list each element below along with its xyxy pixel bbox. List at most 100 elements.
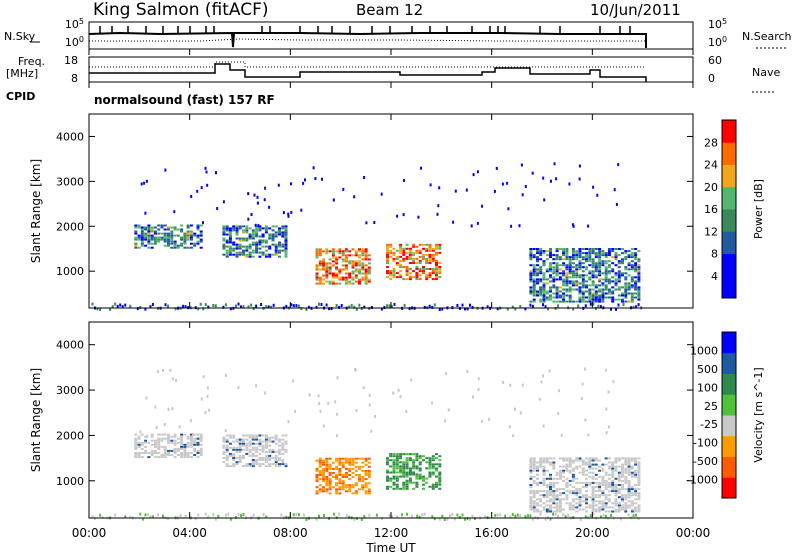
echo-cell: [348, 250, 352, 253]
echo-cell: [338, 278, 342, 281]
colorbar-segment: [722, 275, 736, 299]
echo-cell: [167, 244, 170, 247]
echo-cell: [167, 232, 170, 235]
echo-cell: [338, 276, 342, 279]
echo-cell: [532, 490, 536, 493]
echo-point: [470, 224, 473, 228]
echo-cell: [173, 242, 177, 245]
echo-cell: [284, 229, 288, 232]
echo-cell: [402, 453, 406, 456]
echo-cell: [581, 481, 585, 484]
echo-cell: [199, 447, 203, 450]
echo-cell: [607, 288, 611, 291]
colorbar-tick-label: 12: [704, 225, 718, 238]
ground-scatter-cell: [466, 517, 469, 521]
echo-cell: [601, 494, 605, 497]
echo-cell: [268, 457, 272, 459]
echo-cell: [173, 441, 177, 444]
echo-cell: [542, 457, 546, 460]
echo-cell: [601, 500, 605, 503]
ground-scatter-cell: [129, 515, 132, 519]
echo-cell: [581, 461, 585, 464]
echo-cell: [140, 456, 144, 459]
echo-cell: [571, 504, 575, 507]
echo-cell: [558, 300, 562, 303]
echo-cell: [598, 465, 602, 468]
echo-cell: [542, 471, 546, 474]
echo-point: [224, 373, 227, 377]
echo-cell: [268, 237, 272, 240]
echo-cell: [601, 463, 605, 466]
x-tick-label: 08:00: [273, 526, 308, 540]
echo-cell: [147, 234, 151, 237]
echo-cell: [418, 278, 422, 281]
echo-cell: [604, 266, 608, 269]
echo-point: [206, 394, 209, 398]
ground-scatter-cell: [280, 513, 283, 517]
echo-cell: [571, 490, 575, 493]
echo-cell: [604, 280, 608, 283]
echo-cell: [242, 253, 245, 256]
echo-cell: [322, 469, 325, 472]
echo-cell: [614, 272, 618, 275]
echo-cell: [278, 452, 281, 455]
echo-cell: [418, 473, 422, 476]
echo-cell: [341, 476, 345, 478]
echo-cell: [271, 457, 275, 459]
echo-cell: [238, 245, 242, 248]
y-tick-label: 1000: [56, 475, 84, 488]
echo-cell: [604, 260, 608, 263]
echo-cell: [341, 260, 345, 263]
echo-cell: [545, 258, 549, 261]
echo-cell: [163, 437, 167, 440]
echo-cell: [568, 270, 572, 273]
echo-point: [488, 417, 491, 421]
echo-cell: [545, 278, 549, 281]
echo-cell: [258, 457, 262, 459]
echo-cell: [408, 268, 412, 270]
echo-cell: [607, 252, 611, 255]
ground-scatter-cell: [602, 513, 605, 517]
echo-cell: [431, 270, 435, 273]
echo-cell: [358, 457, 361, 460]
echo-cell: [402, 487, 406, 490]
echo-cell: [408, 276, 412, 279]
echo-cell: [322, 480, 325, 483]
echo-cell: [150, 433, 154, 436]
echo-point: [587, 224, 590, 228]
echo-cell: [389, 270, 393, 273]
colorbar-segment: [722, 352, 736, 374]
echo-cell: [331, 461, 335, 464]
echo-cell: [532, 500, 536, 503]
echo-cell: [552, 465, 556, 468]
echo-cell: [627, 461, 631, 464]
echo-cell: [614, 264, 618, 267]
echo-cell: [562, 288, 566, 291]
echo-cell: [529, 506, 533, 509]
echo-cell: [328, 465, 332, 468]
echo-cell: [624, 498, 628, 501]
echo-cell: [617, 475, 621, 478]
echo-point: [169, 368, 172, 372]
echo-cell: [604, 479, 608, 482]
echo-cell: [354, 270, 358, 273]
echo-cell: [571, 258, 575, 261]
echo-cell: [542, 278, 546, 281]
echo-cell: [134, 447, 138, 450]
echo-point: [542, 176, 545, 180]
echo-cell: [405, 251, 409, 254]
echo-cell: [180, 437, 184, 440]
echo-cell: [264, 227, 268, 230]
echo-point: [578, 177, 581, 181]
echo-cell: [196, 240, 200, 243]
echo-cell: [634, 266, 638, 269]
echo-cell: [364, 471, 368, 474]
echo-cell: [367, 465, 371, 468]
echo-cell: [268, 450, 272, 453]
ground-scatter-cell: [411, 514, 414, 518]
y-tick-label: 4000: [56, 130, 84, 143]
echo-cell: [542, 288, 546, 291]
echo-cell: [399, 243, 403, 246]
echo-cell: [186, 226, 190, 229]
echo-cell: [614, 488, 618, 491]
